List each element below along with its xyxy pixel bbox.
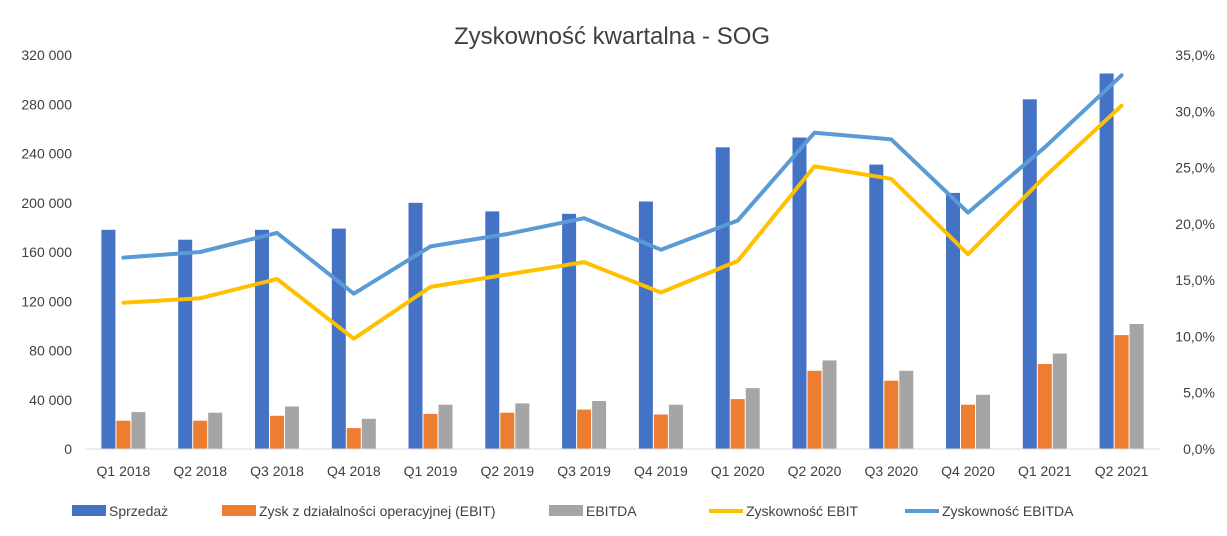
bar-1-2 <box>178 239 193 449</box>
y-left-tick-label: 0 <box>64 441 72 457</box>
bar-1-12 <box>946 192 960 449</box>
x-tick-label: Q1 2019 <box>404 463 458 479</box>
bar-1-5 <box>408 202 423 450</box>
y-left-tick-label: 80 000 <box>29 343 72 359</box>
bar-1-3 <box>255 229 269 449</box>
bar-2-9 <box>730 399 745 449</box>
y-left-tick-label: 160 000 <box>21 244 72 260</box>
x-tick-label: Q2 2021 <box>1095 463 1149 479</box>
x-tick-label: Q1 2021 <box>1018 463 1072 479</box>
bar-3-3 <box>285 406 299 449</box>
bar-3-8 <box>668 404 683 449</box>
bar-2-6 <box>500 412 515 449</box>
y-right-tick-label: 10,0% <box>1175 328 1215 344</box>
bar-2-4 <box>346 428 361 449</box>
bar-2-3 <box>270 415 284 449</box>
x-tick-label: Q4 2019 <box>634 463 688 479</box>
bar-3-7 <box>592 401 607 449</box>
x-tick-label: Q2 2019 <box>480 463 534 479</box>
y-right-tick-label: 20,0% <box>1175 216 1215 232</box>
bar-3-14 <box>1129 324 1144 449</box>
x-tick-label: Q2 2018 <box>173 463 227 479</box>
legend-label-4: Zyskowność EBIT <box>746 503 858 519</box>
bar-2-14 <box>1114 335 1129 449</box>
line-series-2 <box>121 73 1124 296</box>
x-tick-label: Q1 2018 <box>97 463 151 479</box>
legend-swatch-3 <box>549 505 583 516</box>
bar-3-2 <box>208 412 223 449</box>
bar-1-7 <box>562 213 577 449</box>
bar-3-9 <box>745 388 760 449</box>
legend-label-2: Zysk z działalności operacyjnej (EBIT) <box>259 503 496 519</box>
bar-1-14 <box>1099 73 1114 449</box>
legend-label-5: Zyskowność EBITDA <box>942 503 1074 519</box>
x-tick-label: Q3 2019 <box>557 463 611 479</box>
y-left-tick-label: 320 000 <box>21 47 72 63</box>
bar-1-6 <box>485 211 500 449</box>
y-right-tick-label: 5,0% <box>1183 385 1215 401</box>
y-right-tick-label: 25,0% <box>1175 160 1215 176</box>
bar-2-7 <box>577 409 592 449</box>
x-axis: Q1 2018 Q2 2018 Q3 2018 Q4 2018 Q1 2019 Q2 20… <box>97 463 1149 479</box>
bars-layer <box>101 73 1144 450</box>
x-tick-label: Q1 2020 <box>711 463 765 479</box>
legend-label-3: EBITDA <box>586 503 637 519</box>
bar-2-8 <box>653 414 668 449</box>
line-series-1 <box>121 103 1124 341</box>
legend: Sprzedaż Zysk z działalności operacyjnej … <box>72 503 1074 519</box>
y-right-axis: 0,0% 5,0% 10,0% 15,0% 20,0% 25,0% 30,0% 35,0% <box>1175 47 1215 457</box>
bar-2-1 <box>116 420 131 449</box>
y-right-tick-label: 35,0% <box>1175 47 1215 63</box>
bar-2-10 <box>807 370 822 449</box>
y-right-tick-label: 15,0% <box>1175 272 1215 288</box>
bar-1-13 <box>1022 99 1037 450</box>
bar-3-10 <box>822 360 837 449</box>
y-left-tick-label: 280 000 <box>21 96 72 112</box>
bar-3-1 <box>131 412 146 449</box>
legend-swatch-2 <box>222 505 256 516</box>
bar-2-11 <box>884 380 899 449</box>
x-tick-label: Q4 2018 <box>327 463 381 479</box>
legend-label-1: Sprzedaż <box>109 503 168 519</box>
bar-3-12 <box>976 394 990 449</box>
y-left-axis: 0 40 000 80 000 120 000 160 000 200 000 240 00… <box>21 47 72 457</box>
y-left-tick-label: 200 000 <box>21 195 72 211</box>
y-left-tick-label: 240 000 <box>21 146 72 162</box>
chart-title: Zyskowność kwartalna - SOG <box>454 23 770 50</box>
y-left-tick-label: 40 000 <box>29 392 72 408</box>
y-right-tick-label: 30,0% <box>1175 103 1215 119</box>
lines-layer <box>121 73 1124 341</box>
bar-1-9 <box>715 147 730 450</box>
bar-1-4 <box>331 228 346 449</box>
x-tick-label: Q3 2018 <box>250 463 304 479</box>
bar-1-11 <box>869 164 884 449</box>
bar-3-13 <box>1052 353 1067 449</box>
bar-2-5 <box>423 413 438 449</box>
bar-2-13 <box>1037 364 1052 449</box>
x-tick-label: Q3 2020 <box>864 463 918 479</box>
bar-3-5 <box>438 404 453 449</box>
bar-1-8 <box>638 201 653 449</box>
y-right-tick-label: 0,0% <box>1183 441 1215 457</box>
bar-2-2 <box>193 420 208 449</box>
bar-1-10 <box>792 137 807 449</box>
bar-1-1 <box>101 229 116 449</box>
bar-3-11 <box>899 370 914 449</box>
bar-3-4 <box>361 418 376 449</box>
x-tick-label: Q4 2020 <box>941 463 995 479</box>
legend-swatch-1 <box>72 505 106 516</box>
bar-2-12 <box>961 404 975 449</box>
x-tick-label: Q2 2020 <box>788 463 842 479</box>
bar-3-6 <box>515 403 530 449</box>
y-left-tick-label: 120 000 <box>21 293 72 309</box>
